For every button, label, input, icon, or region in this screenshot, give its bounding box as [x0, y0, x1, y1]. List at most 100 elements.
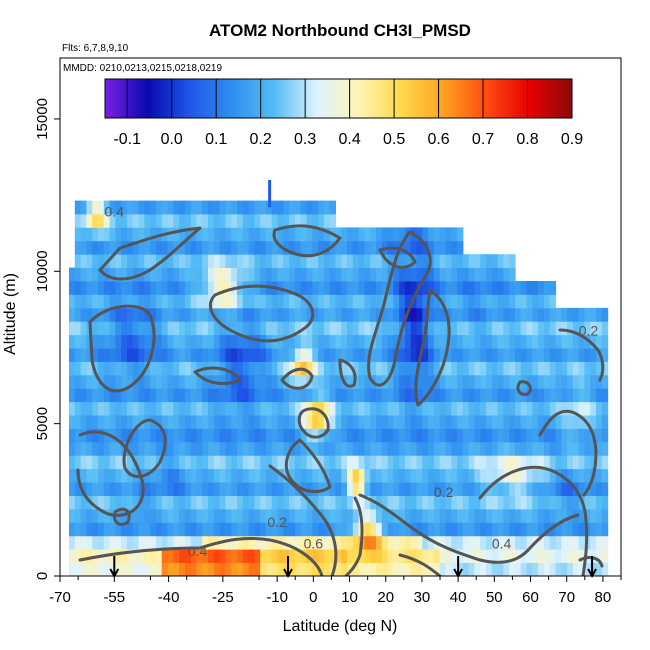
heatmap-cell: [208, 562, 215, 576]
heatmap-cell: [555, 401, 562, 416]
x-tick-label: -40: [158, 589, 180, 606]
heatmap-cell: [260, 401, 267, 416]
colorbar-segment: [476, 79, 480, 118]
heatmap-cell: [98, 509, 105, 523]
colorbar-segment: [186, 79, 190, 118]
heatmap-cell: [248, 388, 255, 403]
heatmap-cell: [138, 294, 145, 309]
heatmap-cell: [404, 361, 412, 376]
heatmap-cell: [132, 227, 140, 242]
heatmap-cell: [127, 549, 134, 563]
heatmap-cell: [572, 348, 580, 362]
heatmap-cell: [300, 267, 308, 282]
heatmap-cell: [138, 214, 145, 228]
heatmap-cell: [98, 254, 105, 268]
heatmap-cell: [352, 522, 360, 537]
heatmap-cell: [167, 374, 174, 389]
heatmap-cell: [132, 254, 140, 268]
heatmap-cell: [376, 321, 383, 336]
colorbar-segment: [412, 79, 415, 118]
heatmap-cell: [289, 334, 296, 349]
heatmap-cell: [213, 348, 221, 362]
heatmap-cell: [578, 549, 586, 563]
heatmap-cell: [543, 281, 551, 295]
heatmap-cell: [138, 348, 145, 362]
heatmap-cell: [503, 321, 510, 336]
colorbar-segment: [500, 79, 503, 118]
heatmap-cell: [491, 334, 499, 349]
heatmap-cell: [132, 321, 140, 336]
heatmap-cell: [283, 535, 290, 550]
heatmap-cell: [555, 307, 562, 322]
heatmap-cell: [509, 415, 516, 429]
heatmap-cell: [497, 509, 504, 523]
heatmap-cell: [370, 482, 377, 496]
heatmap-cell: [404, 281, 412, 295]
heatmap-cell: [127, 535, 134, 550]
heatmap-cell: [567, 482, 574, 496]
heatmap-cell: [341, 267, 348, 282]
heatmap-cell: [538, 307, 545, 322]
heatmap-cell: [433, 549, 441, 563]
heatmap-cell: [184, 254, 192, 268]
heatmap-cell: [468, 348, 475, 362]
heatmap-cell: [92, 401, 99, 416]
heatmap-cell: [318, 334, 325, 349]
heatmap-cell: [549, 509, 557, 523]
heatmap-cell: [300, 307, 308, 322]
heatmap-cell: [237, 388, 244, 403]
heatmap-cell: [184, 562, 192, 576]
heatmap-cell: [294, 374, 302, 389]
heatmap-cell: [509, 294, 516, 309]
heatmap-cell: [144, 562, 151, 576]
heatmap-cell: [254, 254, 261, 268]
heatmap-cell: [439, 562, 447, 576]
heatmap-cell: [457, 307, 464, 322]
heatmap-cell: [202, 334, 209, 349]
heatmap-cell: [294, 200, 302, 215]
heatmap-cell: [103, 240, 111, 255]
heatmap-cell: [561, 374, 568, 389]
heatmap-cell: [318, 401, 325, 416]
heatmap-cell: [410, 455, 418, 470]
colorbar-segment: [367, 79, 371, 118]
heatmap-cell: [121, 468, 128, 483]
heatmap-cell: [277, 227, 284, 242]
heatmap-cell: [260, 428, 267, 443]
heatmap-cell: [190, 267, 198, 282]
heatmap-cell: [260, 214, 267, 228]
heatmap-cell: [92, 522, 99, 537]
heatmap-cell: [543, 388, 551, 403]
heatmap-cell: [318, 294, 325, 309]
heatmap-cell: [208, 307, 215, 322]
heatmap-cell: [532, 334, 539, 349]
heatmap-cell: [127, 562, 134, 576]
heatmap-cell: [474, 321, 481, 336]
heatmap-cell: [312, 200, 319, 215]
heatmap-cell: [98, 227, 105, 242]
colorbar-segment: [554, 79, 557, 118]
heatmap-cell: [462, 562, 470, 576]
heatmap-cell: [329, 428, 336, 443]
heatmap-cell: [335, 455, 342, 470]
heatmap-cell: [543, 321, 551, 336]
heatmap-cell: [433, 361, 441, 376]
heatmap-cell: [567, 509, 574, 523]
heatmap-cell: [225, 535, 232, 550]
heatmap-cell: [596, 562, 603, 576]
heatmap-cell: [254, 549, 261, 563]
heatmap-cell: [121, 267, 128, 282]
heatmap-cell: [138, 254, 145, 268]
heatmap-cell: [144, 348, 151, 362]
heatmap-cell: [486, 348, 493, 362]
heatmap-cell: [231, 415, 238, 429]
heatmap-cell: [150, 307, 157, 322]
heatmap-cell: [590, 509, 597, 523]
heatmap-cell: [520, 294, 528, 309]
heatmap-cell: [364, 348, 371, 362]
heatmap-cell: [410, 482, 418, 496]
heatmap-cell: [433, 334, 441, 349]
heatmap-cell: [561, 549, 568, 563]
heatmap-cell: [381, 482, 389, 496]
heatmap-cell: [370, 509, 377, 523]
